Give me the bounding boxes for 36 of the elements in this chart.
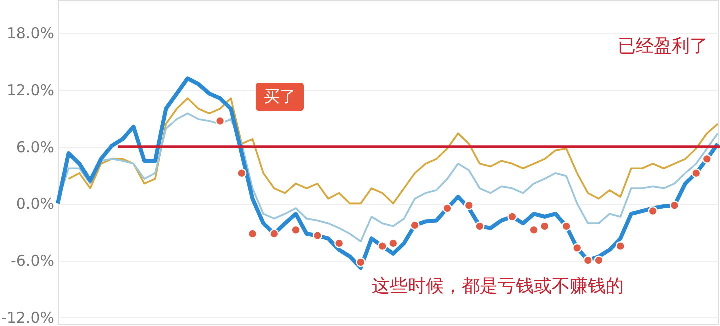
point: [702, 154, 712, 164]
point: [248, 229, 258, 239]
point: [616, 242, 626, 252]
point: [378, 242, 388, 252]
point: [334, 238, 344, 248]
annotation: 买了: [264, 87, 296, 106]
y-tick-label: 12.0%: [6, 82, 54, 100]
point: [475, 222, 485, 232]
point: [529, 225, 539, 235]
point: [270, 229, 280, 239]
point: [442, 204, 452, 214]
annotation: 已经盈利了: [618, 36, 708, 57]
y-tick-label: -12.0%: [1, 308, 54, 326]
point: [670, 200, 680, 210]
point: [583, 256, 593, 266]
y-tick-label: 0.0%: [16, 195, 54, 214]
point: [648, 206, 658, 216]
point: [410, 220, 420, 230]
point: [237, 168, 247, 178]
point: [594, 256, 604, 266]
y-tick-label: 18.0%: [6, 24, 54, 43]
point: [464, 200, 474, 210]
point: [356, 258, 366, 268]
line-series: [56, 76, 720, 270]
point: [540, 222, 550, 232]
point: [312, 231, 322, 241]
point: [216, 116, 226, 126]
point: [291, 225, 301, 235]
annotation: 这些时候，都是亏钱或不赚钱的: [372, 276, 624, 297]
point: [388, 238, 398, 248]
point: [572, 243, 582, 253]
point: [508, 212, 518, 222]
y-tick-label: -6.0%: [10, 252, 54, 270]
y-tick-label: 6.0%: [16, 138, 54, 156]
point: [692, 168, 702, 178]
point: [562, 222, 572, 232]
